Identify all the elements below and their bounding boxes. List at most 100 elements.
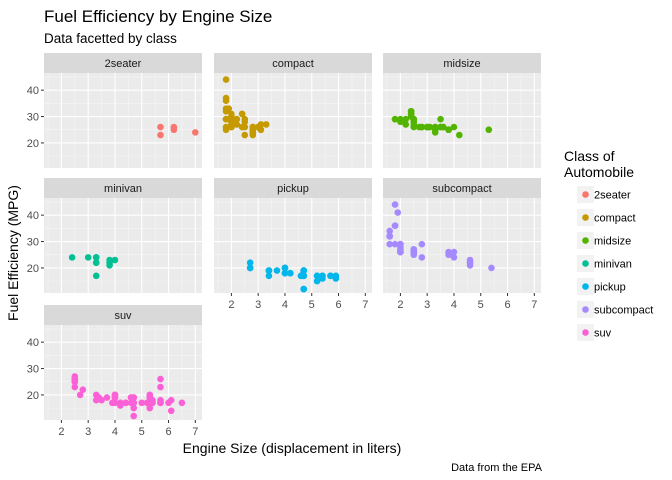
data-point-subcompact	[391, 222, 399, 230]
chart-title: Fuel Efficiency by Engine Size	[44, 7, 272, 26]
data-point-midsize	[402, 115, 410, 123]
data-point-subcompact	[386, 227, 393, 235]
data-point-subcompact	[397, 240, 404, 248]
data-point-subcompact	[418, 240, 426, 248]
y-tick-label: 30	[27, 112, 39, 124]
legend-key-suv	[582, 329, 589, 336]
data-point-suv	[76, 391, 84, 399]
data-point-compact	[238, 110, 246, 118]
data-point-pickup	[246, 264, 254, 272]
data-point-subcompact	[410, 246, 418, 253]
facet-strip-label: subcompact	[432, 183, 491, 195]
x-tick-label: 7	[192, 426, 198, 438]
data-point-suv	[146, 404, 154, 412]
data-point-pickup	[300, 272, 308, 280]
data-point-compact	[222, 76, 230, 83]
facet-pickup: pickup 2 3 4 5 6 7	[214, 178, 372, 311]
y-tick-label: 30	[27, 364, 39, 376]
panel-background	[383, 73, 541, 168]
facet-strip-label: compact	[272, 58, 314, 70]
data-point-compact	[222, 126, 230, 134]
y-axis-title: Fuel Efficiency (MPG)	[5, 185, 21, 321]
data-point-minivan	[106, 261, 113, 269]
facet-subcompact: subcompact 2 3 4 5 6 7	[383, 178, 541, 311]
data-point-suv	[130, 404, 138, 412]
legend-label: suv	[594, 328, 612, 340]
panel-background	[44, 73, 202, 168]
data-point-subcompact	[386, 240, 393, 248]
facet-midsize: midsize	[383, 53, 541, 168]
legend-title: Automobile	[564, 164, 634, 180]
legend-box	[557, 146, 665, 348]
data-point-suv	[157, 375, 164, 383]
chart-caption: Data from the EPA	[451, 462, 543, 474]
x-tick-label: 6	[504, 299, 510, 311]
data-point-suv	[167, 396, 175, 404]
data-point-midsize	[485, 126, 493, 134]
facet-strip-label: suv	[114, 310, 132, 322]
data-point-midsize	[437, 115, 444, 123]
data-point-pickup	[273, 267, 281, 274]
x-tick-label: 4	[451, 299, 457, 311]
data-point-suv	[79, 386, 87, 393]
data-point-2seater	[157, 123, 164, 131]
data-point-minivan	[92, 272, 100, 280]
legend-label: subcompact	[594, 305, 653, 317]
data-point-suv	[71, 375, 79, 383]
data-point-subcompact	[391, 201, 399, 208]
data-point-compact	[228, 121, 235, 128]
x-tick-label: 2	[58, 426, 64, 438]
data-point-compact	[228, 115, 235, 123]
data-point-suv	[130, 399, 138, 407]
data-point-compact	[262, 121, 270, 128]
x-tick-label: 6	[335, 299, 341, 311]
facet-strip	[44, 178, 202, 198]
data-point-compact	[233, 121, 241, 128]
data-point-midsize	[415, 123, 423, 131]
data-point-suv	[167, 407, 175, 415]
data-point-compact	[222, 94, 230, 102]
facet-suv: suv 20 30 40 2 3 4 5 6 7	[27, 305, 202, 438]
data-point-minivan	[92, 254, 100, 261]
data-point-pickup	[281, 264, 289, 272]
data-point-2seater	[170, 126, 178, 134]
x-tick-label: 5	[139, 426, 145, 438]
data-point-compact	[249, 131, 257, 139]
data-point-suv	[71, 383, 79, 391]
facet-2seater: 2seater 20 30 40	[27, 53, 202, 168]
data-point-subcompact	[488, 264, 495, 272]
data-point-suv	[92, 391, 100, 399]
data-point-minivan	[68, 254, 76, 261]
data-point-subcompact	[418, 254, 426, 261]
data-point-midsize	[431, 123, 439, 131]
data-point-minivan	[84, 254, 92, 261]
data-point-midsize	[456, 131, 463, 139]
data-point-2seater	[192, 129, 199, 136]
data-point-pickup	[281, 269, 289, 277]
panel-background	[214, 198, 372, 293]
data-point-midsize	[391, 115, 399, 123]
x-tick-label: 5	[478, 299, 484, 311]
data-point-midsize	[431, 129, 439, 136]
x-tick-label: 3	[85, 426, 91, 438]
legend-key-compact	[582, 214, 589, 221]
data-point-suv	[130, 412, 138, 420]
data-point-suv	[130, 394, 138, 401]
facet-strip	[383, 53, 541, 73]
x-tick-label: 2	[228, 299, 234, 311]
data-point-subcompact	[397, 246, 404, 253]
data-point-subcompact	[450, 248, 458, 256]
legend-key-pickup	[582, 283, 589, 290]
data-point-pickup	[300, 285, 308, 293]
facet-strip	[383, 178, 541, 198]
data-point-suv	[157, 396, 164, 404]
legend-key-2seater	[582, 191, 589, 198]
facet-strip	[214, 178, 372, 198]
x-tick-label: 3	[424, 299, 430, 311]
data-point-subcompact	[386, 232, 393, 240]
data-point-pickup	[287, 269, 294, 277]
facet-strip-label: minivan	[104, 183, 142, 195]
x-tick-label: 5	[309, 299, 315, 311]
y-tick-label: 30	[27, 237, 39, 249]
